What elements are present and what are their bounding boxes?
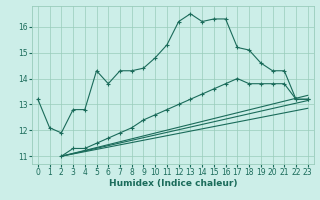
X-axis label: Humidex (Indice chaleur): Humidex (Indice chaleur) <box>108 179 237 188</box>
